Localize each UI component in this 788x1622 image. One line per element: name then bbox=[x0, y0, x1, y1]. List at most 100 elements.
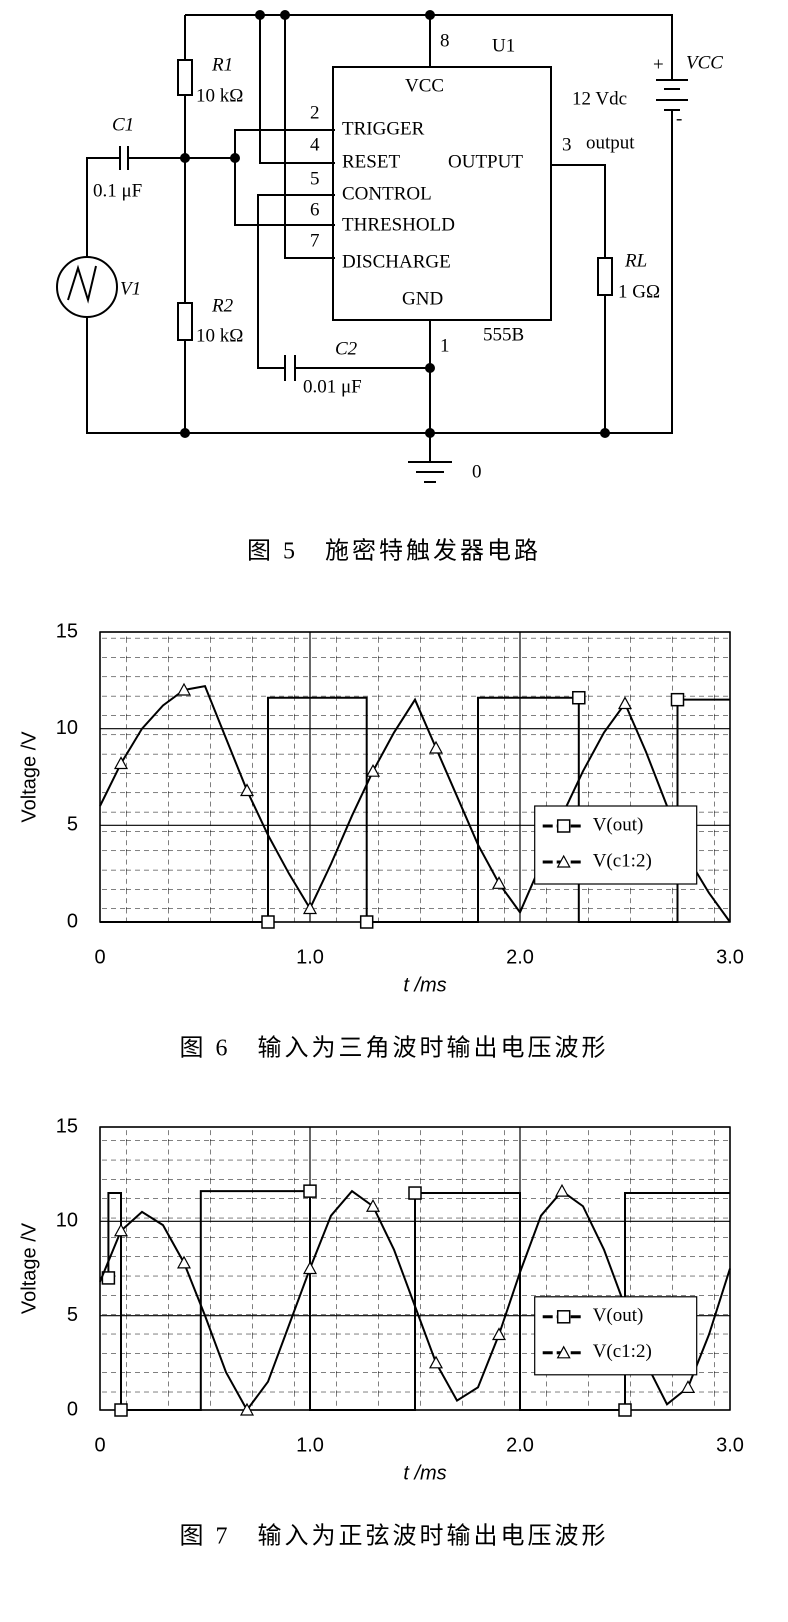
y-axis-label: Voltage /V bbox=[18, 731, 40, 823]
legend-label: V(out) bbox=[593, 1305, 644, 1326]
marker bbox=[176, 682, 192, 696]
marker bbox=[365, 763, 381, 777]
marker bbox=[408, 1186, 422, 1200]
component-value: 10 kΩ bbox=[196, 325, 243, 346]
marker bbox=[680, 1380, 696, 1393]
circuit-diagram: 8 U1 VCC R1 10 kΩ C1 0.1 μF 2 4 5 6 7 TR… bbox=[56, 10, 723, 565]
y-tick-label: 10 bbox=[56, 1210, 78, 1232]
marker bbox=[113, 756, 129, 770]
junctions bbox=[180, 10, 610, 438]
marker bbox=[428, 1355, 444, 1369]
legend-box bbox=[534, 1296, 698, 1376]
polarity: + bbox=[653, 54, 664, 75]
y-tick-label: 10 bbox=[56, 717, 78, 739]
component-label: R1 bbox=[211, 54, 233, 75]
pin-label: 4 bbox=[310, 134, 320, 155]
y-tick-label: 0 bbox=[67, 1398, 78, 1420]
marker bbox=[556, 1345, 571, 1359]
marker bbox=[239, 1402, 255, 1416]
pin-label: 5 bbox=[310, 168, 320, 189]
component-value: 0.1 μF bbox=[93, 180, 142, 201]
legend-label: V(c1:2) bbox=[593, 1341, 652, 1362]
x-axis-label: t /ms bbox=[403, 974, 446, 996]
marker bbox=[359, 915, 374, 929]
y-tick-label: 15 bbox=[56, 620, 78, 642]
figure-caption: 图 6 输入为三角波时输出电压波形 bbox=[180, 1035, 609, 1062]
y-tick-label: 5 bbox=[67, 814, 78, 836]
component-value: 0.01 μF bbox=[303, 376, 362, 397]
x-tick-label: 2.0 bbox=[506, 1434, 534, 1456]
legend-label: V(out) bbox=[593, 814, 644, 835]
marker bbox=[618, 1403, 632, 1417]
marker bbox=[114, 1403, 128, 1417]
y-tick-label: 0 bbox=[67, 910, 78, 932]
component-label: C2 bbox=[335, 338, 358, 359]
x-tick-label: 1.0 bbox=[296, 1434, 324, 1456]
pin-label: 1 bbox=[440, 335, 450, 356]
marker bbox=[670, 692, 685, 707]
pin-label: 3 bbox=[562, 134, 572, 155]
marker bbox=[572, 690, 586, 705]
legend-box bbox=[534, 805, 698, 885]
marker bbox=[261, 915, 275, 929]
pin-label: 6 bbox=[310, 199, 320, 220]
marker bbox=[239, 783, 255, 797]
pin-name: CONTROL bbox=[342, 183, 432, 204]
component-label: V1 bbox=[120, 278, 141, 299]
component-label: C1 bbox=[112, 114, 134, 135]
y-axis-label: Voltage /V bbox=[18, 1222, 40, 1314]
legend-label: V(c1:2) bbox=[593, 850, 652, 871]
marker bbox=[302, 1261, 318, 1275]
y-tick-label: 15 bbox=[56, 1115, 78, 1137]
pin-name: GND bbox=[402, 288, 443, 309]
polarity: - bbox=[676, 108, 682, 129]
ground-label: 0 bbox=[472, 461, 482, 482]
pin-name: OUTPUT bbox=[448, 151, 523, 172]
pin-name: VCC bbox=[405, 75, 444, 96]
net-label: output bbox=[586, 132, 635, 153]
pin-label: 8 bbox=[440, 30, 450, 51]
pin-label: 7 bbox=[310, 230, 320, 251]
y-tick-label: 5 bbox=[67, 1304, 78, 1326]
x-tick-label: 3.0 bbox=[716, 1434, 744, 1456]
component-value: 1 GΩ bbox=[618, 281, 660, 302]
marker bbox=[365, 1198, 381, 1212]
component-label: RL bbox=[624, 250, 647, 271]
wires bbox=[56, 14, 688, 483]
component-label: VCC bbox=[686, 52, 723, 73]
chart: 0 5 10 15 0 1.0 2.0 3.0 V(out) V(c1:2) Voltage /V t… bbox=[18, 620, 744, 1061]
chart: 0 5 10 15 0 1.0 2.0 3.0 V(out) V(c1:2) Voltage /V t… bbox=[18, 1115, 744, 1549]
pin-name: DISCHARGE bbox=[342, 251, 451, 272]
x-tick-label: 2.0 bbox=[506, 946, 534, 968]
marker bbox=[428, 740, 444, 754]
pin-label: 2 bbox=[310, 102, 320, 123]
marker bbox=[556, 1310, 571, 1324]
marker bbox=[302, 901, 318, 915]
pin-name: TRIGGER bbox=[342, 118, 425, 139]
x-tick-label: 0 bbox=[94, 946, 105, 968]
x-tick-label: 3.0 bbox=[716, 946, 744, 968]
x-tick-label: 0 bbox=[94, 1434, 105, 1456]
marker bbox=[491, 1327, 507, 1341]
component-value: 10 kΩ bbox=[196, 85, 243, 106]
component-label: R2 bbox=[211, 295, 234, 316]
x-axis-label: t /ms bbox=[403, 1462, 446, 1484]
marker bbox=[113, 1223, 129, 1237]
marker bbox=[554, 1183, 570, 1197]
series-line bbox=[100, 1190, 730, 1411]
part-label: 555B bbox=[483, 324, 524, 345]
series-line bbox=[100, 696, 730, 923]
marker bbox=[556, 819, 571, 833]
marker bbox=[556, 854, 571, 868]
marker bbox=[617, 696, 633, 710]
marker bbox=[176, 1255, 192, 1269]
pin-name: THRESHOLD bbox=[342, 214, 455, 235]
x-tick-label: 1.0 bbox=[296, 946, 324, 968]
component-value: 12 Vdc bbox=[572, 88, 627, 109]
marker bbox=[491, 876, 507, 889]
pin-name: RESET bbox=[342, 151, 400, 172]
marker bbox=[303, 1184, 317, 1198]
figure-caption: 图 7 输入为正弦波时输出电压波形 bbox=[180, 1523, 609, 1550]
figure-caption: 图 5 施密特触发器电路 bbox=[247, 538, 541, 565]
